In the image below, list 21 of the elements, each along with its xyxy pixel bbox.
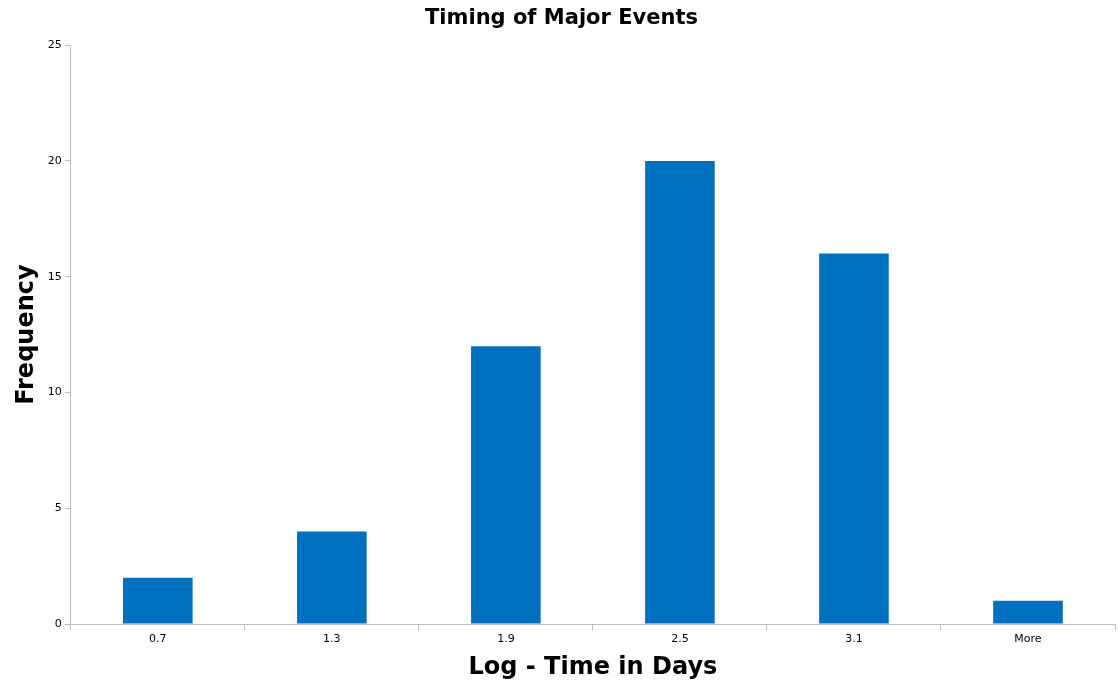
x-tick-label: 0.7 bbox=[149, 632, 167, 646]
x-tick-label: More bbox=[1014, 632, 1042, 646]
x-tick-label: 3.1 bbox=[845, 632, 863, 646]
y-tick-label: 10 bbox=[47, 385, 62, 399]
x-tick-label: 1.9 bbox=[497, 632, 515, 646]
bar bbox=[471, 346, 541, 624]
x-tick-label: 2.5 bbox=[671, 632, 689, 646]
y-tick-label: 25 bbox=[47, 38, 62, 52]
bar bbox=[993, 600, 1063, 624]
bar bbox=[645, 160, 715, 624]
y-tick-label: 0 bbox=[54, 616, 62, 630]
x-axis-title: Log - Time in Days bbox=[468, 651, 718, 680]
bar bbox=[819, 253, 889, 624]
bar bbox=[123, 577, 193, 624]
y-tick-label: 15 bbox=[47, 269, 62, 283]
bar bbox=[297, 531, 367, 624]
chart-title: Timing of Major Events bbox=[425, 5, 698, 30]
y-axis-title: Frequency bbox=[10, 264, 39, 405]
y-tick-label: 20 bbox=[47, 153, 62, 167]
y-tick-label: 5 bbox=[54, 501, 62, 515]
x-tick-label: 1.3 bbox=[323, 632, 341, 646]
